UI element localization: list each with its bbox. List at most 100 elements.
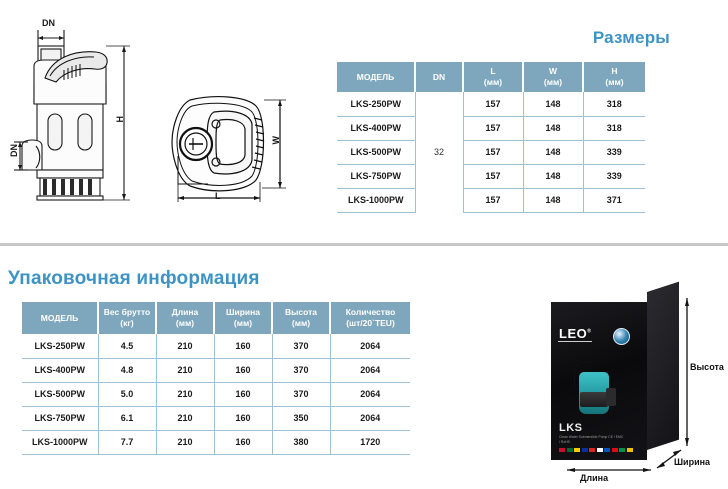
header-main: DN xyxy=(432,71,446,82)
table-row: LKS-250PW 4.5 210 160 370 2064 xyxy=(22,334,410,359)
cell-h: 318 xyxy=(582,92,645,117)
packaging-table: МОДЕЛЬ Вес брутто (кг) Длина (мм) Ширина… xyxy=(22,302,410,455)
header-unit: (кг) xyxy=(120,318,134,328)
language-flags-row xyxy=(559,448,633,452)
dimensions-header-model: МОДЕЛЬ xyxy=(337,62,416,92)
box-front-face: LEO® LKS Clean Water Submersible Pump CE… xyxy=(551,302,647,460)
cell-l: 157 xyxy=(462,92,523,117)
dimensions-table-body: LKS-250PW 32 157 148 318 LKS-400PW 157 1… xyxy=(337,92,645,213)
packaging-table-body: LKS-250PW 4.5 210 160 370 2064 LKS-400PW… xyxy=(22,334,410,455)
cell-w: 148 xyxy=(522,188,583,213)
cell-model: LKS-1000PW xyxy=(337,188,415,213)
cell-l: 157 xyxy=(462,140,523,165)
packaging-header-height: Высота (мм) xyxy=(271,302,331,334)
cell-quantity: 2064 xyxy=(329,358,410,383)
cell-model: LKS-750PW xyxy=(337,164,415,189)
cell-l: 157 xyxy=(462,164,523,189)
cell-length: 210 xyxy=(155,358,214,383)
header-unit: (мм) xyxy=(605,77,624,87)
certification-badge-icon xyxy=(613,328,630,345)
cell-width: 160 xyxy=(213,406,272,431)
dimensions-section-title: Размеры xyxy=(592,28,670,47)
cell-height: 350 xyxy=(271,406,330,431)
table-row: LKS-1000PW 7.7 210 160 380 1720 xyxy=(22,430,410,455)
cell-width: 160 xyxy=(213,334,272,359)
top-view-svg xyxy=(171,96,286,202)
packaging-table-wrapper: МОДЕЛЬ Вес брутто (кг) Длина (мм) Ширина… xyxy=(22,302,410,455)
pump-product-illustration xyxy=(573,360,621,422)
flag-icon xyxy=(589,448,595,452)
cell-weight: 4.5 xyxy=(97,334,156,359)
cell-length: 210 xyxy=(155,334,214,359)
flag-icon xyxy=(566,448,573,452)
cell-h: 339 xyxy=(582,164,645,189)
box-dimension-arrows xyxy=(567,298,689,472)
cell-w: 148 xyxy=(522,140,583,165)
dimensions-header-h: H (мм) xyxy=(582,62,645,92)
cell-l: 157 xyxy=(462,188,523,213)
cell-h: 371 xyxy=(582,188,645,213)
packaging-header-width: Ширина (мм) xyxy=(213,302,273,334)
dimensions-table: МОДЕЛЬ DN L (мм) W (мм) H (м xyxy=(337,62,645,213)
leo-brand-logo: LEO® xyxy=(559,326,591,341)
header-unit: (мм) xyxy=(233,318,253,328)
header-unit: (шт/20`TEU) xyxy=(346,318,395,328)
box-product-name: LKS xyxy=(559,422,583,434)
header-main: H xyxy=(611,66,618,77)
flag-icon xyxy=(581,448,588,452)
packaging-header-weight: Вес брутто (кг) xyxy=(97,302,157,334)
registered-mark: ® xyxy=(587,328,592,335)
cell-w: 148 xyxy=(522,92,583,117)
cell-model: LKS-750PW xyxy=(22,406,98,431)
header-main: Ширина xyxy=(225,307,261,318)
cell-quantity: 2064 xyxy=(329,382,410,407)
photo-height-label: Высота xyxy=(690,362,724,372)
header-unit: (мм) xyxy=(483,77,503,87)
flag-icon xyxy=(611,448,618,452)
cell-model: LKS-250PW xyxy=(337,92,415,117)
cell-model: LKS-250PW xyxy=(22,334,98,359)
flag-icon xyxy=(604,448,610,452)
table-row: LKS-250PW 32 157 148 318 xyxy=(337,92,645,212)
box-product-subtitle: Clean Water Submersible Pump CE / EMC / … xyxy=(559,435,624,445)
pump-outlet xyxy=(606,388,616,406)
cell-model: LKS-1000PW xyxy=(22,430,98,455)
header-main: МОДЕЛЬ xyxy=(40,312,79,323)
cell-width: 160 xyxy=(213,382,272,407)
table-row: LKS-1000PW 157 148 371 xyxy=(337,188,645,213)
table-row: LKS-400PW 4.8 210 160 370 2064 xyxy=(22,358,410,383)
table-row: LKS-500PW 157 148 339 xyxy=(337,140,645,165)
cell-w: 148 xyxy=(522,164,583,189)
cell-quantity: 2064 xyxy=(329,406,410,431)
photo-length-label: Длина xyxy=(580,473,609,483)
header-main: Длина xyxy=(171,307,199,318)
cell-height: 380 xyxy=(271,430,330,455)
dimensions-header-l: L (мм) xyxy=(462,62,524,92)
packaging-section-title: Упаковочная информация xyxy=(8,268,260,289)
table-row: LKS-400PW 157 148 318 xyxy=(337,116,645,141)
flag-icon xyxy=(559,448,565,452)
cell-length: 210 xyxy=(155,382,214,407)
product-box-photo: LEO® LKS Clean Water Submersible Pump CE… xyxy=(551,281,689,472)
cell-h: 339 xyxy=(582,140,645,165)
cell-w: 148 xyxy=(522,116,583,141)
table-row: LKS-750PW 157 148 339 xyxy=(337,164,645,189)
header-main: Вес брутто xyxy=(103,307,151,318)
flag-icon xyxy=(626,448,633,452)
cell-weight: 6.1 xyxy=(97,406,156,431)
side-view-dn-top-label: DN xyxy=(42,18,55,28)
cell-width: 160 xyxy=(213,358,272,383)
cell-width: 160 xyxy=(213,430,272,455)
dimensions-table-header-row: МОДЕЛЬ DN L (мм) W (мм) H (м xyxy=(337,62,645,92)
photo-width-label: Ширина xyxy=(674,457,711,467)
side-view-dn-bottom-label: DN xyxy=(9,144,19,157)
header-main: L xyxy=(490,66,496,77)
top-view-length-label: L xyxy=(215,191,221,201)
cell-model: LKS-400PW xyxy=(337,116,415,141)
cell-weight: 5.0 xyxy=(97,382,156,407)
packaging-header-length: Длина (мм) xyxy=(155,302,215,334)
cell-height: 370 xyxy=(271,358,330,383)
cell-l: 157 xyxy=(462,116,523,141)
cell-model: LKS-500PW xyxy=(337,140,415,165)
top-view-width-label: W xyxy=(271,136,281,145)
